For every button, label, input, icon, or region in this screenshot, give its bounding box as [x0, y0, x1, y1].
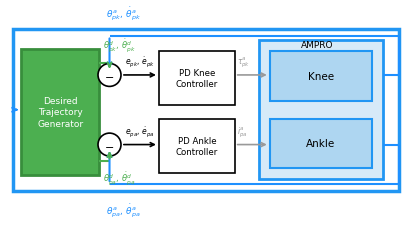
- Text: $e_{pk},\,\dot{e}_{pk}$: $e_{pk},\,\dot{e}_{pk}$: [125, 55, 155, 69]
- Text: AMPRO: AMPRO: [300, 41, 333, 50]
- Bar: [21, 50, 99, 175]
- Bar: [269, 119, 372, 168]
- Bar: [159, 52, 235, 106]
- Text: Desired
Trajectory
Generator: Desired Trajectory Generator: [37, 96, 83, 129]
- Text: $-$: $-$: [105, 140, 115, 150]
- Text: Ankle: Ankle: [307, 139, 336, 149]
- Text: PD Knee
Controller: PD Knee Controller: [176, 69, 218, 89]
- Bar: [269, 52, 372, 101]
- Text: $\tau^a_{pk}$: $\tau^a_{pk}$: [237, 56, 250, 70]
- Text: $-$: $-$: [105, 71, 115, 81]
- Ellipse shape: [98, 64, 121, 87]
- Text: $e_{pa},\,\dot{e}_{pa}$: $e_{pa},\,\dot{e}_{pa}$: [125, 124, 155, 138]
- Text: $\theta^d_{pk},\,\dot{\theta}^d_{pk}$: $\theta^d_{pk},\,\dot{\theta}^d_{pk}$: [103, 37, 136, 54]
- Text: $\theta^a_{pa},\,\dot{\theta}^a_{pa}$: $\theta^a_{pa},\,\dot{\theta}^a_{pa}$: [106, 202, 141, 219]
- Text: $i^a_{pa}$: $i^a_{pa}$: [237, 125, 247, 139]
- Text: $\theta^a_{pk},\,\dot{\theta}^a_{pk}$: $\theta^a_{pk},\,\dot{\theta}^a_{pk}$: [106, 6, 141, 23]
- Bar: [260, 41, 383, 180]
- Text: PD Ankle
Controller: PD Ankle Controller: [176, 136, 218, 156]
- Bar: [13, 30, 399, 191]
- Ellipse shape: [98, 133, 121, 156]
- Text: Knee: Knee: [308, 72, 334, 82]
- Text: $\theta^d_{pa},\,\dot{\theta}^d_{pa}$: $\theta^d_{pa},\,\dot{\theta}^d_{pa}$: [103, 171, 136, 188]
- Bar: [159, 119, 235, 173]
